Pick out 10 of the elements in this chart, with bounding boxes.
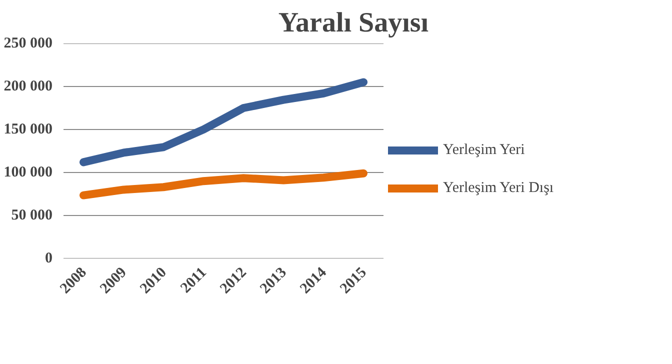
y-tick-label: 200 000 (4, 78, 52, 94)
y-tick-label: 150 000 (4, 122, 52, 138)
legend-label: Yerleşim Yeri (443, 142, 525, 158)
y-tick-label: 250 000 (4, 36, 52, 52)
y-tick-label: 100 000 (4, 164, 52, 180)
y-tick-label: 0 (45, 250, 52, 266)
legend-label: Yerleşim Yeri Dışı (443, 180, 554, 196)
y-tick-label: 50 000 (11, 208, 52, 224)
chart-title: Yaralı Sayısı (278, 8, 429, 38)
x-tick-label: 2011 (178, 264, 210, 296)
